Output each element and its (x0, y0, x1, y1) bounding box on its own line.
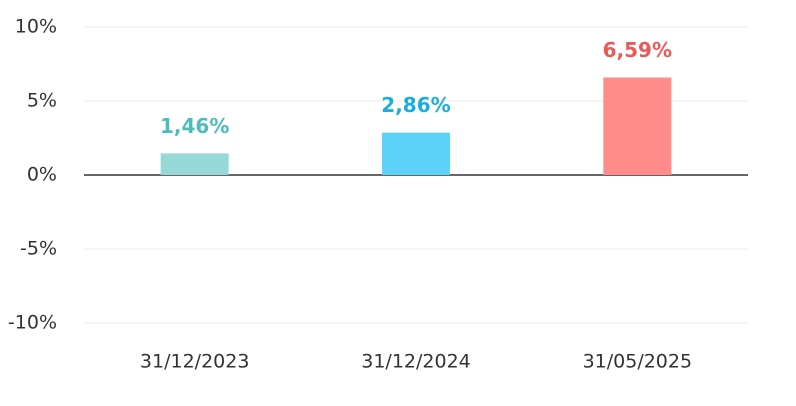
x-tick-label: 31/12/2023 (140, 351, 250, 373)
value-label: 2,86% (381, 93, 450, 117)
bar (603, 77, 672, 175)
y-tick-label: -5% (20, 238, 57, 260)
y-tick-label: -10% (8, 312, 57, 334)
y-tick-label: 10% (15, 16, 57, 38)
bar (160, 153, 229, 175)
value-label: 1,46% (160, 114, 229, 138)
y-tick-label: 5% (27, 90, 57, 112)
x-tick-label: 31/05/2025 (583, 351, 693, 373)
x-tick-label: 31/12/2024 (361, 351, 471, 373)
bar (382, 132, 450, 175)
value-label: 6,59% (603, 38, 672, 62)
y-tick-label: 0% (27, 164, 57, 186)
